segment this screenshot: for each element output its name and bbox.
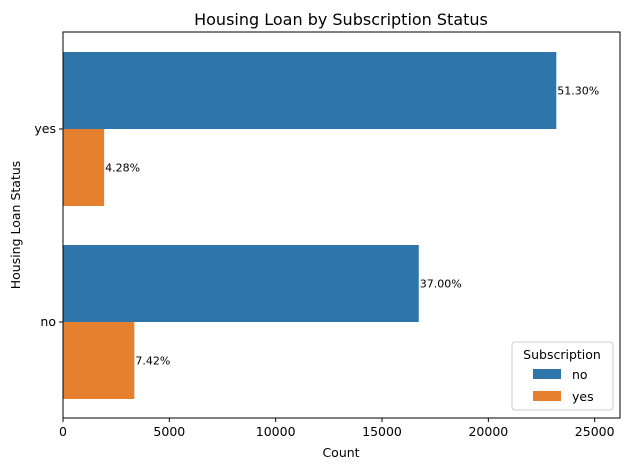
bar-value-label-no-no: 37.00%: [420, 278, 462, 291]
bar-layer: [63, 52, 557, 399]
x-tick-label-5000: 5000: [153, 424, 185, 439]
y-axis-label: Housing Loan Status: [8, 161, 23, 290]
plot-area-frame: [62, 31, 621, 419]
x-tick-label-20000: 20000: [468, 424, 508, 439]
legend-label-no: no: [572, 367, 588, 382]
legend-swatch-yes: [533, 391, 561, 401]
bar-value-label-no-yes: 7.42%: [135, 355, 170, 368]
x-tick-label-0: 0: [59, 424, 67, 439]
legend-label-yes: yes: [572, 389, 594, 404]
y-tick-label-yes: yes: [34, 121, 56, 136]
bar-no-no: [63, 245, 419, 322]
legend-swatch-no: [533, 369, 561, 379]
y-tick-label-no: no: [40, 314, 56, 329]
chart-title: Housing Loan by Subscription Status: [194, 10, 488, 29]
x-axis-ticks: 0 5000 10000 15000 20000 25000: [59, 418, 615, 439]
y-axis-ticks: yes no: [34, 121, 63, 329]
bar-label-layer: 51.30% 4.28% 37.00% 7.42%: [105, 85, 599, 368]
bar-yes-no: [63, 52, 557, 129]
legend: Subscription no yes: [511, 341, 614, 411]
x-tick-label-15000: 15000: [362, 424, 402, 439]
x-tick-label-25000: 25000: [575, 424, 615, 439]
bar-yes-yes: [63, 129, 105, 206]
legend-title: Subscription: [523, 347, 601, 362]
bar-value-label-yes-no: 51.30%: [557, 85, 599, 98]
bar-no-yes: [63, 322, 135, 399]
x-axis-label: Count: [322, 445, 359, 460]
bar-value-label-yes-yes: 4.28%: [105, 162, 140, 175]
x-tick-label-10000: 10000: [256, 424, 296, 439]
